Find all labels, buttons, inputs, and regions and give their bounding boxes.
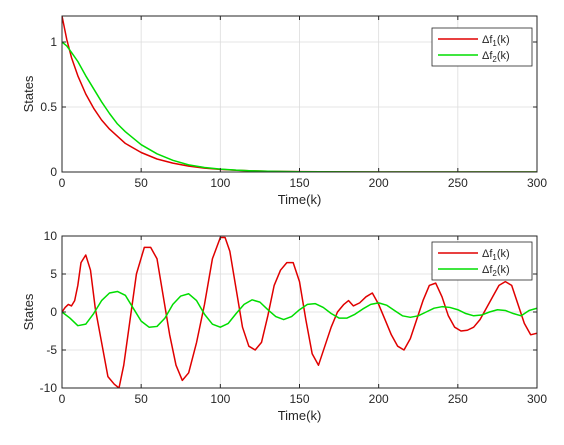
legend-label-main: Δf xyxy=(482,50,493,62)
x-tick-label: 150 xyxy=(289,176,309,190)
x-tick-label: 150 xyxy=(289,392,309,406)
y-tick-label: -10 xyxy=(40,381,58,395)
y-tick-label: 0 xyxy=(50,305,57,319)
legend-label-suffix: (k) xyxy=(497,264,510,276)
series-line-1 xyxy=(62,236,537,388)
x-tick-label: 100 xyxy=(210,392,230,406)
legend-label-2: Δf2(k) xyxy=(482,264,510,278)
series-line-2 xyxy=(62,290,537,328)
legend-label-sub: 1 xyxy=(492,253,497,262)
x-tick-label: 200 xyxy=(369,176,389,190)
legend-label-suffix: (k) xyxy=(497,248,510,260)
y-tick-label: 0.5 xyxy=(40,100,57,114)
legend-label-sub: 2 xyxy=(492,269,497,278)
legend-label-sub: 2 xyxy=(492,55,497,64)
y-tick-label: 5 xyxy=(50,267,57,281)
x-tick-label: 50 xyxy=(134,176,148,190)
x-axis-label: Time(k) xyxy=(278,408,322,423)
x-tick-label: 200 xyxy=(369,392,389,406)
legend-label-1: Δf1(k) xyxy=(482,34,510,48)
x-tick-label: 300 xyxy=(527,176,547,190)
legend-label-2: Δf2(k) xyxy=(482,50,510,64)
legend-box xyxy=(431,241,533,281)
legend: Δf1(k)Δf2(k) xyxy=(431,241,533,281)
x-tick-label: 100 xyxy=(210,176,230,190)
x-tick-label: 250 xyxy=(448,176,468,190)
x-tick-label: 0 xyxy=(59,176,66,190)
legend-label-1: Δf1(k) xyxy=(482,248,510,262)
y-tick-label: 1 xyxy=(50,35,57,49)
legend-label-main: Δf xyxy=(482,248,493,260)
y-axis-label: States xyxy=(21,75,36,112)
chart-panel-2: 0 50 100 150 200 250 300 -10 -5 0 5 10 Time(k) States… xyxy=(21,229,547,423)
y-axis-label: States xyxy=(21,293,36,330)
y-tick-label: 10 xyxy=(44,229,58,243)
x-tick-label: 250 xyxy=(448,392,468,406)
legend-label-sub: 1 xyxy=(492,39,497,48)
legend-label-main: Δf xyxy=(482,264,493,276)
legend-box xyxy=(431,27,533,67)
chart-panel-1: 0 50 100 150 200 250 30000.51Time(k)StatesΔf1(… xyxy=(21,15,547,207)
y-tick-label: 0 xyxy=(50,165,57,179)
legend-label-main: Δf xyxy=(482,34,493,46)
x-tick-label: 300 xyxy=(527,392,547,406)
x-axis-label: Time(k) xyxy=(278,192,322,207)
legend-label-suffix: (k) xyxy=(497,34,510,46)
legend: Δf1(k)Δf2(k) xyxy=(431,27,533,67)
y-tick-label: -5 xyxy=(46,343,57,357)
x-tick-label: 50 xyxy=(134,392,148,406)
x-tick-label: 0 xyxy=(59,392,66,406)
legend-label-suffix: (k) xyxy=(497,50,510,62)
